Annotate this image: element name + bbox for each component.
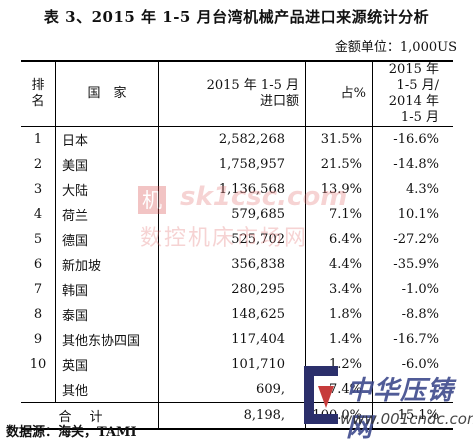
- growth-cell: [373, 377, 454, 403]
- country-cell: 泰国: [55, 302, 159, 327]
- import-source-table: 排 名 国 家 2015 年 1-5 月 进口额 占% 2015 年 1-5 月…: [21, 60, 453, 430]
- country-cell: 其他东协四国: [55, 327, 159, 352]
- country-cell: 其他: [55, 377, 159, 403]
- share-cell: 4.4%: [305, 252, 373, 277]
- growth-cell: -16.7%: [393, 332, 439, 347]
- amount-cell: 579,685: [158, 202, 306, 227]
- table-row: 10 英国 101,710 1.2% -6.0%: [21, 352, 453, 377]
- growth-cell: -1.0%: [401, 282, 439, 297]
- country-cell: 韩国: [55, 277, 159, 302]
- growth-cell: -35.9%: [393, 257, 439, 272]
- share-cell: 1.8%: [305, 302, 373, 327]
- growth-cell: -6.0%: [401, 357, 439, 372]
- total-share: 100.0%: [305, 402, 373, 429]
- total-label: 合计: [21, 402, 159, 429]
- rank-cell: 6: [21, 252, 56, 277]
- amount-cell: 609,: [158, 377, 306, 403]
- growth-cell: 10.1%: [397, 207, 439, 222]
- share-cell: 13.9%: [305, 177, 373, 202]
- amount-cell: 356,838: [158, 252, 306, 277]
- country-cell: 新加坡: [55, 252, 159, 277]
- table-row: 1 日本 2,582,268 31.5% -16.6%: [21, 126, 453, 152]
- total-growth: 15.1%: [397, 408, 439, 423]
- amount-cell: 525,702: [158, 227, 306, 252]
- rank-cell: [21, 377, 56, 403]
- header-growth: 2015 年 1-5 月/ 2014 年 1-5 月: [388, 62, 439, 125]
- header-country: 国 家: [55, 61, 159, 127]
- amount-cell: 101,710: [158, 352, 306, 377]
- table-row: 6 新加坡 356,838 4.4% -35.9%: [21, 252, 453, 277]
- share-cell: 7.1%: [305, 202, 373, 227]
- growth-cell: -16.6%: [393, 132, 439, 147]
- share-cell: 3.4%: [305, 277, 373, 302]
- share-cell: 31.5%: [305, 126, 373, 152]
- total-amount: 8,198,: [158, 402, 306, 429]
- country-cell: 日本: [55, 126, 159, 152]
- amount-cell: 2,582,268: [158, 126, 306, 152]
- growth-cell: 4.3%: [405, 182, 439, 197]
- country-cell: 荷兰: [55, 202, 159, 227]
- share-cell: 1.4%: [305, 327, 373, 352]
- rank-cell: 4: [21, 202, 56, 227]
- rank-cell: 10: [21, 352, 56, 377]
- table-row: 2 美国 1,758,957 21.5% -14.8%: [21, 152, 453, 177]
- country-cell: 英国: [55, 352, 159, 377]
- amount-cell: 280,295: [158, 277, 306, 302]
- growth-cell: -27.2%: [393, 232, 439, 247]
- amount-cell: 1,136,568: [158, 177, 306, 202]
- amount-cell: 1,758,957: [158, 152, 306, 177]
- share-cell: 21.5%: [305, 152, 373, 177]
- growth-cell: -8.8%: [401, 307, 439, 322]
- header-rank: 排 名: [21, 61, 56, 127]
- unit-label: 金额单位：1,000US: [334, 40, 457, 55]
- table-title: 表 3、2015 年 1-5 月台湾机械产品进口来源统计分析: [43, 8, 430, 26]
- table-row: 9 其他东协四国 117,404 1.4% -16.7%: [21, 327, 453, 352]
- rank-cell: 1: [21, 126, 56, 152]
- table-row: 其他 609, 7.4%: [21, 377, 453, 403]
- table-row: 8 泰国 148,625 1.8% -8.8%: [21, 302, 453, 327]
- rank-cell: 2: [21, 152, 56, 177]
- table-row: 3 大陆 1,136,568 13.9% 4.3%: [21, 177, 453, 202]
- rank-cell: 7: [21, 277, 56, 302]
- country-cell: 美国: [55, 152, 159, 177]
- table-row: 5 德国 525,702 6.4% -27.2%: [21, 227, 453, 252]
- country-cell: 大陆: [55, 177, 159, 202]
- table-row: 4 荷兰 579,685 7.1% 10.1%: [21, 202, 453, 227]
- share-cell: 1.2%: [305, 352, 373, 377]
- table-row: 7 韩国 280,295 3.4% -1.0%: [21, 277, 453, 302]
- total-row: 合计 8,198, 100.0% 15.1%: [21, 402, 453, 429]
- share-cell: 6.4%: [305, 227, 373, 252]
- country-cell: 德国: [55, 227, 159, 252]
- amount-cell: 148,625: [158, 302, 306, 327]
- rank-cell: 5: [21, 227, 56, 252]
- rank-cell: 9: [21, 327, 56, 352]
- header-share: 占%: [305, 61, 373, 127]
- header-amount: 2015 年 1-5 月 进口额: [158, 61, 306, 127]
- rank-cell: 8: [21, 302, 56, 327]
- amount-cell: 117,404: [158, 327, 306, 352]
- growth-cell: -14.8%: [393, 157, 439, 172]
- data-source: 数据源：海关，TAMI: [6, 425, 137, 440]
- rank-cell: 3: [21, 177, 56, 202]
- share-cell: 7.4%: [305, 377, 373, 403]
- table-header-row: 排 名 国 家 2015 年 1-5 月 进口额 占% 2015 年 1-5 月…: [21, 61, 453, 127]
